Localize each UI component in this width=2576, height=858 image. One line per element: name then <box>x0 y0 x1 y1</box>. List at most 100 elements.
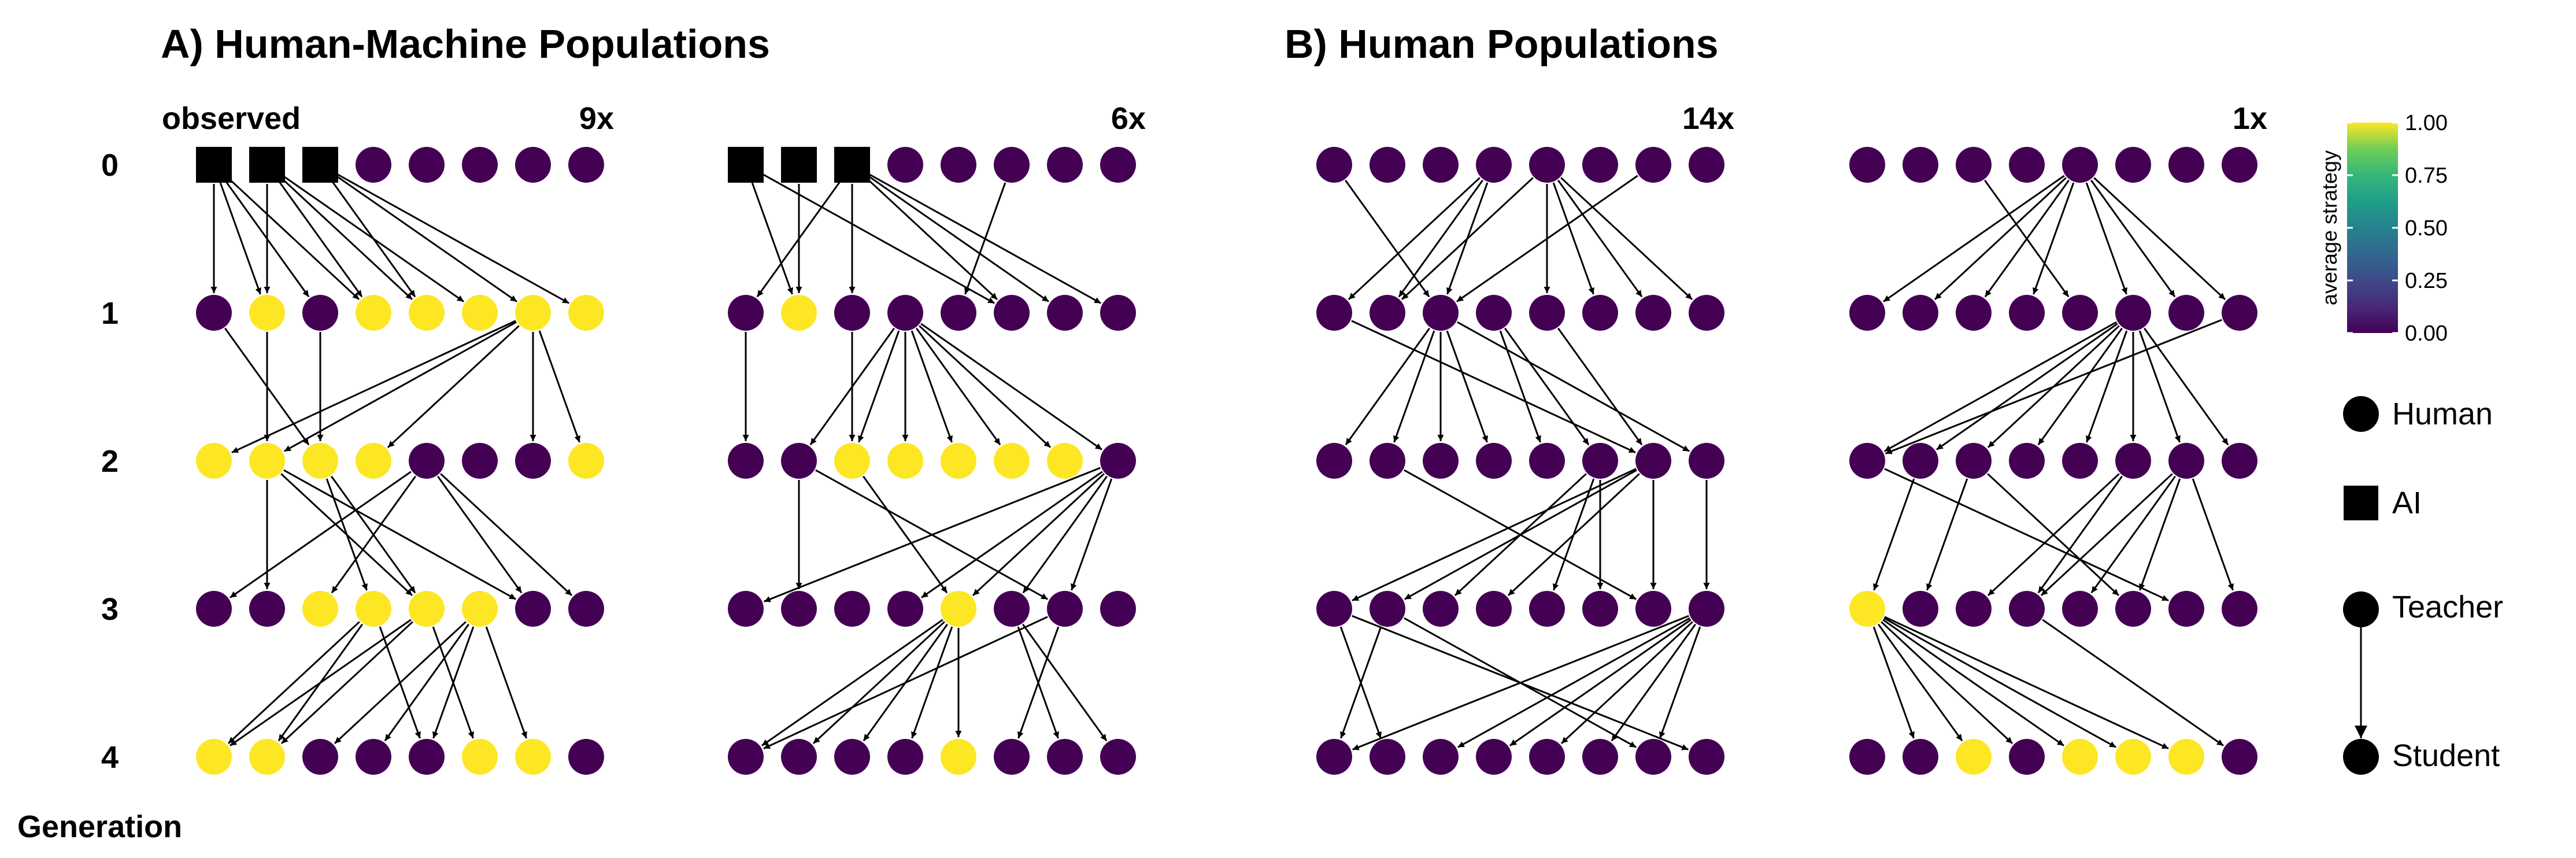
human-node <box>2168 147 2204 183</box>
teaching-edge <box>277 179 363 298</box>
teaching-edge <box>2192 478 2234 591</box>
count-label-b1: 14x <box>1682 101 1734 136</box>
human-node <box>568 591 604 627</box>
human-node <box>2062 739 2098 775</box>
teaching-edge <box>1499 330 1541 443</box>
teaching-edge <box>1934 177 2067 300</box>
colorbar-legend: 1.00 0.75 0.50 0.25 0.00 average strateg… <box>2318 111 2448 346</box>
teaching-edge <box>1457 321 1690 452</box>
human-node <box>568 295 604 331</box>
human-node <box>568 443 604 479</box>
human-node <box>887 443 923 479</box>
human-node <box>941 147 976 183</box>
human-node <box>1689 295 1724 331</box>
human-node <box>1316 295 1352 331</box>
human-node <box>568 739 604 775</box>
student-legend-icon <box>2343 739 2379 775</box>
human-node <box>1423 739 1459 775</box>
human-node <box>1956 739 1992 775</box>
human-node <box>356 591 391 627</box>
human-node <box>1849 147 1885 183</box>
count-label-a1: 9x <box>579 101 614 136</box>
human-node <box>462 591 498 627</box>
ai-legend-icon <box>2344 486 2378 520</box>
human-node <box>1582 591 1618 627</box>
teaching-edge <box>2033 182 2075 295</box>
human-node <box>1370 443 1405 479</box>
teaching-edge <box>911 626 953 739</box>
human-node <box>2222 147 2257 183</box>
teaching-edge <box>331 179 416 298</box>
teaching-edge <box>1071 478 1113 591</box>
network-panel-a2 <box>728 147 1136 775</box>
human-node <box>781 591 817 627</box>
human-node <box>887 739 923 775</box>
teaching-edge <box>335 175 517 302</box>
human-node <box>1529 443 1565 479</box>
human-node <box>887 591 923 627</box>
human-node <box>462 295 498 331</box>
human-legend-label: Human <box>2392 397 2493 431</box>
teaching-edge <box>432 626 475 739</box>
teaching-edge <box>325 478 368 591</box>
teaching-edge <box>762 173 995 304</box>
human-legend-icon <box>2343 396 2379 432</box>
teaching-edge <box>1345 327 1430 446</box>
teaching-edge <box>812 621 945 744</box>
teaching-edge <box>2037 327 2123 446</box>
teaching-edge <box>1883 617 2117 748</box>
human-node <box>1529 739 1565 775</box>
teaching-edge <box>764 467 1101 602</box>
teaching-edge <box>227 621 360 744</box>
human-node <box>1100 591 1136 627</box>
human-node <box>1956 443 1992 479</box>
human-node <box>462 147 498 183</box>
teaching-edge <box>1987 473 2120 596</box>
human-node <box>196 443 232 479</box>
human-node <box>994 591 1030 627</box>
teaching-edge <box>1926 478 1968 591</box>
teaching-edge <box>2144 327 2229 446</box>
human-node <box>728 739 764 775</box>
teaching-edge <box>283 469 517 600</box>
teaching-edge <box>331 475 416 594</box>
teaching-edge <box>964 182 1006 295</box>
human-node <box>1956 591 1992 627</box>
y-axis-label: Generation <box>17 809 182 844</box>
teaching-edge <box>1345 179 1430 298</box>
human-node <box>1100 295 1136 331</box>
teaching-edge <box>2040 473 2173 596</box>
teacher-legend-icon <box>2343 591 2379 627</box>
human-node <box>728 591 764 627</box>
teaching-edge <box>1404 469 1637 600</box>
human-node <box>1689 443 1724 479</box>
ai-node <box>781 147 817 183</box>
teaching-edge <box>1883 321 2117 452</box>
teaching-edge <box>538 330 580 443</box>
human-node <box>1903 295 1938 331</box>
generation-axis: 0 1 2 3 4 <box>101 148 119 775</box>
human-node <box>249 443 285 479</box>
shape-legend: Human AI Teacher Student <box>2343 396 2503 775</box>
human-node <box>356 739 391 775</box>
human-node <box>302 739 338 775</box>
teaching-edge <box>919 325 1052 448</box>
teaching-edge <box>1878 623 1963 742</box>
teaching-edge <box>1885 319 2222 454</box>
human-node <box>781 739 817 775</box>
teaching-edge <box>1872 626 1915 739</box>
generation-tick: 3 <box>101 592 119 627</box>
human-node <box>1423 591 1459 627</box>
teaching-edge <box>1457 617 1690 748</box>
human-node <box>1635 591 1671 627</box>
teaching-edge <box>1881 621 2014 744</box>
human-node <box>196 739 232 775</box>
human-node <box>941 295 976 331</box>
human-node <box>1529 295 1565 331</box>
human-node <box>515 443 551 479</box>
teaching-edge <box>283 321 517 452</box>
ai-node <box>249 147 285 183</box>
generation-tick: 1 <box>101 296 119 331</box>
human-node <box>941 739 976 775</box>
